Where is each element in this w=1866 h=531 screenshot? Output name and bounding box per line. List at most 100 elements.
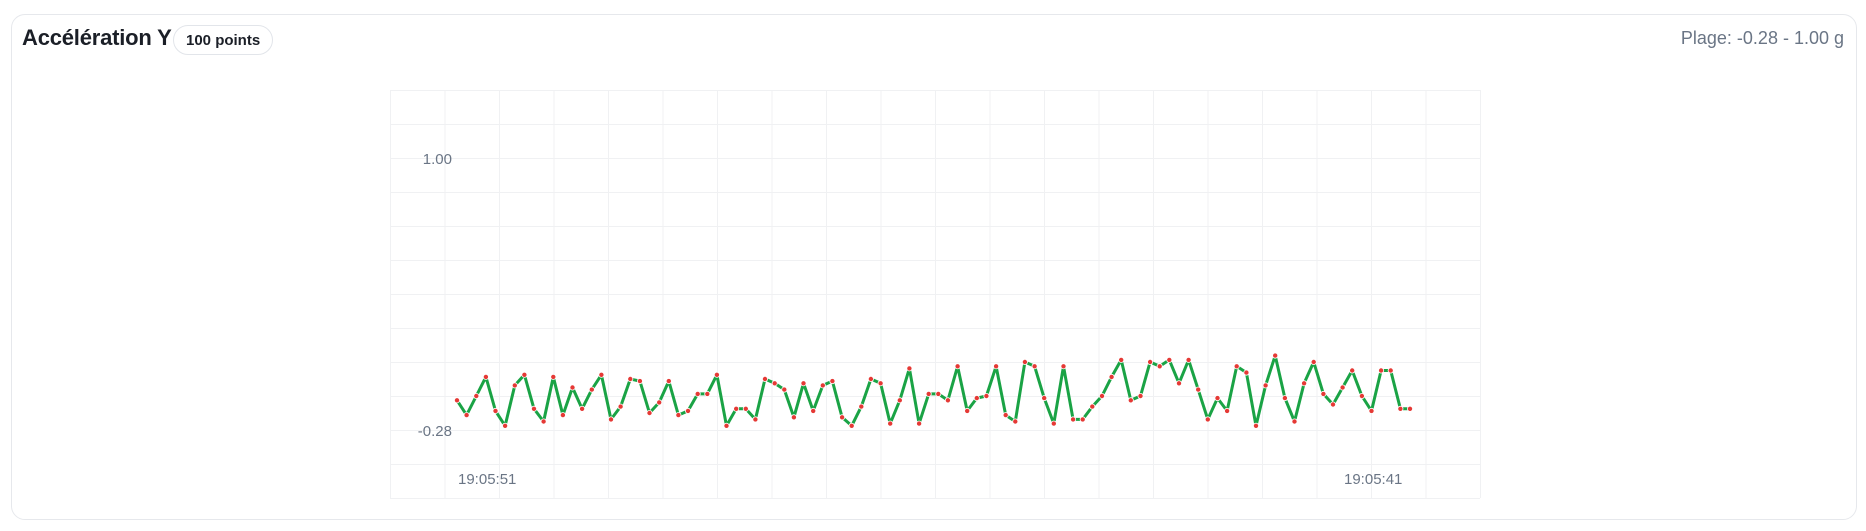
data-point: [867, 375, 874, 382]
data-point: [1358, 392, 1365, 399]
data-point: [521, 371, 528, 378]
data-point: [1291, 418, 1298, 425]
data-point: [1204, 416, 1211, 423]
data-point: [848, 422, 855, 429]
data-point: [1407, 405, 1414, 412]
data-point: [1368, 407, 1375, 414]
data-point: [1060, 363, 1067, 370]
data-point: [1147, 358, 1154, 365]
data-point: [492, 407, 499, 414]
y-tick-label-max: 1.00: [423, 151, 452, 168]
data-point: [1041, 395, 1048, 402]
data-point: [1185, 356, 1192, 363]
data-point: [559, 412, 566, 419]
data-point: [790, 414, 797, 421]
data-point: [588, 386, 595, 393]
data-point: [1243, 369, 1250, 376]
data-point: [973, 395, 980, 402]
data-point: [463, 412, 470, 419]
data-point: [502, 422, 509, 429]
data-point: [1397, 405, 1404, 412]
data-point: [511, 382, 518, 389]
data-point: [1021, 358, 1028, 365]
data-point: [1137, 392, 1144, 399]
data-point: [579, 405, 586, 412]
x-tick-label-start: 19:05:51: [458, 471, 516, 488]
data-point: [675, 412, 682, 419]
chart-card: [11, 14, 1857, 520]
data-point: [723, 422, 730, 429]
data-point: [656, 399, 663, 406]
data-point: [887, 420, 894, 427]
data-point: [896, 397, 903, 404]
data-point: [771, 380, 778, 387]
data-point: [1320, 390, 1327, 397]
data-point: [1166, 356, 1173, 363]
chart-grid: [390, 90, 1481, 499]
data-point: [1339, 384, 1346, 391]
data-point: [993, 363, 1000, 370]
data-point: [636, 378, 643, 385]
data-point: [906, 365, 913, 372]
data-point: [1118, 356, 1125, 363]
data-point: [1156, 363, 1163, 370]
data-point: [1330, 401, 1337, 408]
data-point: [1349, 367, 1356, 374]
data-point: [877, 380, 884, 387]
data-point: [800, 380, 807, 387]
data-point: [685, 407, 692, 414]
series-points: [453, 352, 1414, 429]
data-point: [954, 363, 961, 370]
data-point: [627, 375, 634, 382]
data-point: [733, 405, 740, 412]
data-point: [1012, 418, 1019, 425]
data-point: [935, 390, 942, 397]
data-point: [1233, 363, 1240, 370]
data-point: [1070, 416, 1077, 423]
data-point: [1310, 358, 1317, 365]
data-point: [1281, 395, 1288, 402]
data-point: [1108, 373, 1115, 380]
data-point: [694, 390, 701, 397]
data-point: [608, 416, 615, 423]
data-point: [531, 405, 538, 412]
data-point: [569, 384, 576, 391]
data-point: [1195, 386, 1202, 393]
data-point: [453, 397, 460, 404]
data-point: [1253, 422, 1260, 429]
data-point: [1378, 367, 1385, 374]
data-point: [742, 405, 749, 412]
data-point: [1176, 380, 1183, 387]
data-point: [617, 403, 624, 410]
data-point: [839, 414, 846, 421]
data-point: [752, 416, 759, 423]
data-point: [1002, 412, 1009, 419]
data-point: [983, 392, 990, 399]
data-point: [810, 407, 817, 414]
data-point: [1301, 380, 1308, 387]
data-point: [665, 378, 672, 385]
data-point: [598, 371, 605, 378]
data-point: [1050, 420, 1057, 427]
data-point: [1214, 395, 1221, 402]
data-point: [482, 373, 489, 380]
data-point: [781, 386, 788, 393]
data-point: [1089, 403, 1096, 410]
data-point: [1099, 392, 1106, 399]
data-point: [944, 397, 951, 404]
data-point: [762, 375, 769, 382]
data-point: [819, 382, 826, 389]
points-count-badge: 100 points: [173, 25, 274, 55]
data-point: [540, 418, 547, 425]
y-axis-ticks: 1.00 -0.28: [418, 151, 452, 440]
data-point: [1224, 407, 1231, 414]
data-point: [925, 390, 932, 397]
x-tick-label-end: 19:05:41: [1344, 471, 1402, 488]
data-point: [713, 371, 720, 378]
data-point: [1031, 363, 1038, 370]
data-point: [829, 378, 836, 385]
data-point: [1079, 416, 1086, 423]
series-line: [455, 354, 1412, 428]
chart-title: Accélération Y: [22, 25, 172, 50]
